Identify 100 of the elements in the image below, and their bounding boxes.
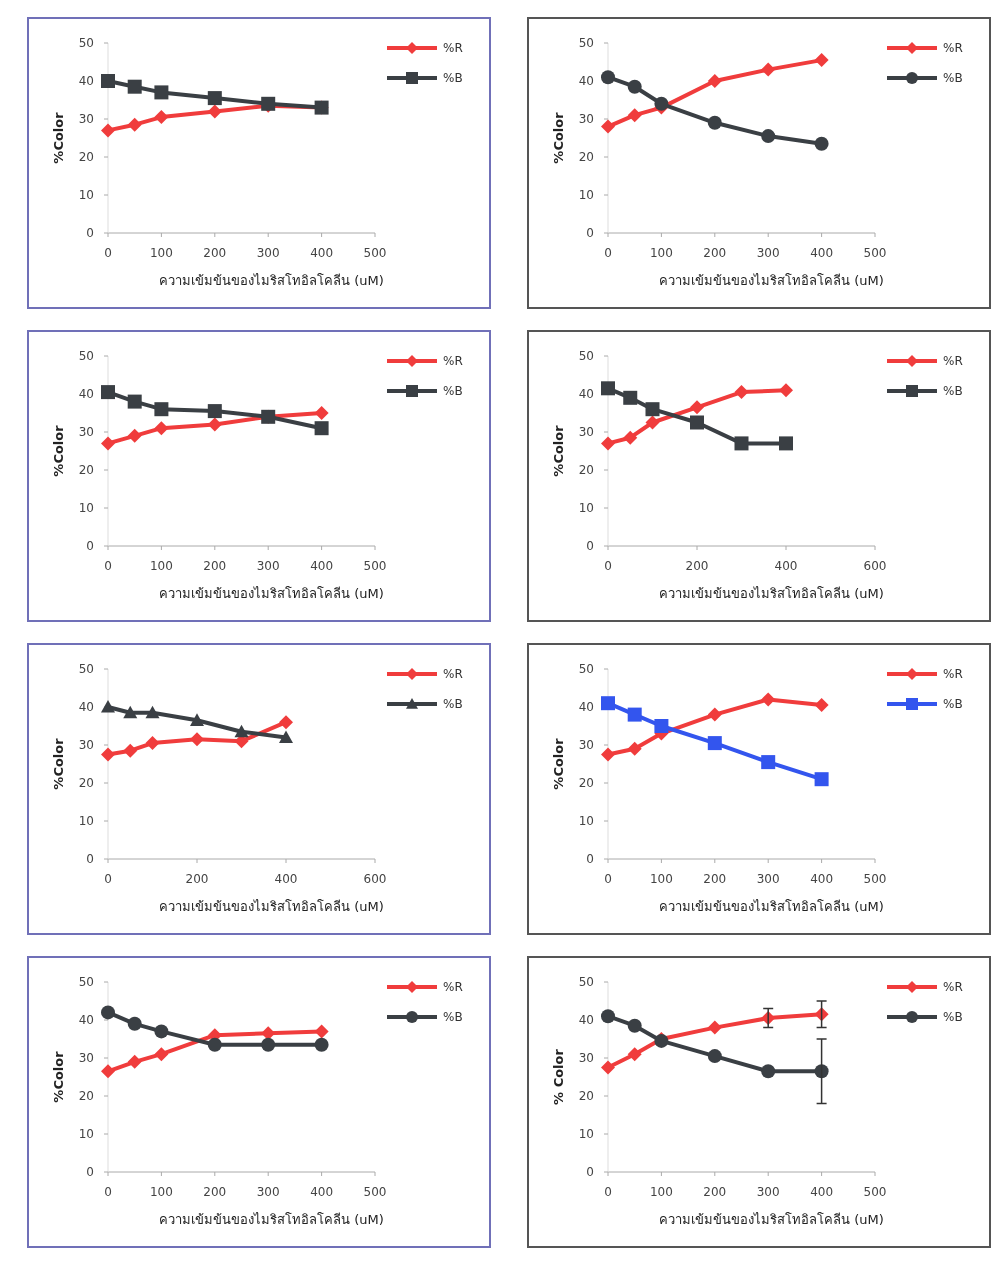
x-axis-title: ความเข้มข้นของไมริสโทอิลโคลีน (uM): [159, 586, 384, 601]
y-axis-title: % Color: [551, 1048, 566, 1105]
point: [761, 129, 776, 144]
x-tick-label: 200: [703, 1185, 727, 1199]
point: [690, 415, 704, 430]
x-tick-label: 100: [649, 872, 673, 886]
point: [814, 136, 829, 151]
point: [814, 698, 829, 713]
point: [601, 696, 615, 711]
legend-label: %B: [943, 1010, 963, 1024]
y-tick-label: 40: [578, 387, 594, 401]
y-tick-label: 10: [78, 1127, 94, 1141]
x-tick-label: 300: [756, 246, 780, 260]
x-tick-label: 0: [104, 246, 112, 260]
y-tick-label: 30: [78, 112, 94, 126]
point: [761, 62, 776, 77]
point: [101, 123, 115, 138]
point: [627, 1047, 642, 1062]
y-tick-label: 30: [578, 1051, 594, 1065]
y-tick-label: 40: [78, 387, 94, 401]
y-tick-label: 0: [86, 539, 94, 553]
x-tick-label: 0: [604, 1185, 612, 1199]
point: [707, 115, 722, 130]
point: [123, 705, 138, 719]
x-axis-title: ความเข้มข้นของไมริสโทอิลโคลีน (uM): [159, 1212, 384, 1227]
x-tick-label: 200: [685, 559, 709, 573]
point: [314, 406, 329, 420]
y-tick-label: 40: [78, 74, 94, 88]
point: [154, 402, 169, 417]
y-tick-label: 0: [586, 852, 594, 866]
x-axis-title: ความเข้มข้นของไมริสโทอิลโคลีน (uM): [659, 586, 884, 601]
point: [761, 755, 776, 770]
point: [627, 79, 642, 94]
point: [101, 436, 115, 451]
legend-label: %B: [943, 71, 963, 85]
point: [101, 1005, 115, 1020]
point: [627, 741, 642, 756]
y-tick-label: 30: [78, 738, 94, 752]
x-tick-label: 300: [256, 559, 280, 573]
point: [261, 1026, 276, 1041]
point: [707, 1020, 722, 1035]
point: [234, 724, 249, 738]
point: [207, 91, 222, 106]
x-tick-label: 500: [363, 559, 387, 573]
point: [601, 381, 615, 396]
x-tick-label: 100: [149, 246, 173, 260]
x-tick-label: 200: [185, 872, 209, 886]
legend-label: %R: [943, 41, 963, 55]
point: [707, 74, 722, 88]
y-tick-label: 30: [578, 425, 594, 439]
point: [779, 383, 793, 398]
point: [761, 692, 776, 707]
y-axis-title: %Color: [51, 1050, 66, 1103]
point: [145, 736, 160, 751]
y-tick-label: 20: [78, 1089, 94, 1103]
x-tick-label: 0: [104, 1185, 112, 1199]
y-tick-label: 0: [86, 226, 94, 240]
x-tick-label: 200: [203, 559, 227, 573]
point: [279, 730, 293, 743]
y-tick-label: 10: [578, 1127, 594, 1141]
point: [101, 700, 115, 713]
point: [601, 70, 615, 85]
x-tick-label: 300: [756, 872, 780, 886]
y-axis-title: %Color: [551, 111, 566, 164]
x-tick-label: 200: [703, 872, 727, 886]
x-tick-label: 400: [310, 246, 334, 260]
legend-label: %B: [443, 1010, 463, 1024]
point: [654, 719, 669, 733]
point: [101, 385, 115, 400]
point: [627, 1018, 642, 1033]
point: [314, 1024, 329, 1039]
y-tick-label: 40: [578, 1013, 594, 1027]
y-axis-title: %Color: [51, 424, 66, 477]
y-tick-label: 50: [78, 975, 94, 989]
point: [279, 715, 293, 730]
point: [207, 404, 222, 419]
x-tick-label: 200: [703, 246, 727, 260]
point: [314, 1037, 329, 1052]
y-tick-label: 40: [78, 1013, 94, 1027]
point: [145, 705, 160, 719]
point: [734, 385, 749, 400]
x-tick-label: 100: [149, 559, 173, 573]
x-tick-label: 100: [149, 1185, 173, 1199]
y-tick-label: 20: [78, 150, 94, 164]
point: [690, 400, 704, 415]
y-tick-label: 10: [78, 814, 94, 828]
legend-label: %B: [943, 384, 963, 398]
legend-label: %R: [443, 980, 463, 994]
legend-label: %B: [443, 384, 463, 398]
point: [601, 436, 615, 451]
point: [601, 119, 615, 134]
legend-label: %R: [943, 667, 963, 681]
y-tick-label: 0: [86, 1165, 94, 1179]
point: [645, 415, 660, 430]
y-tick-label: 30: [78, 1051, 94, 1065]
y-tick-label: 0: [586, 226, 594, 240]
y-axis-title: %Color: [551, 424, 566, 477]
point: [154, 421, 169, 436]
y-tick-label: 20: [78, 463, 94, 477]
y-tick-label: 20: [78, 776, 94, 790]
